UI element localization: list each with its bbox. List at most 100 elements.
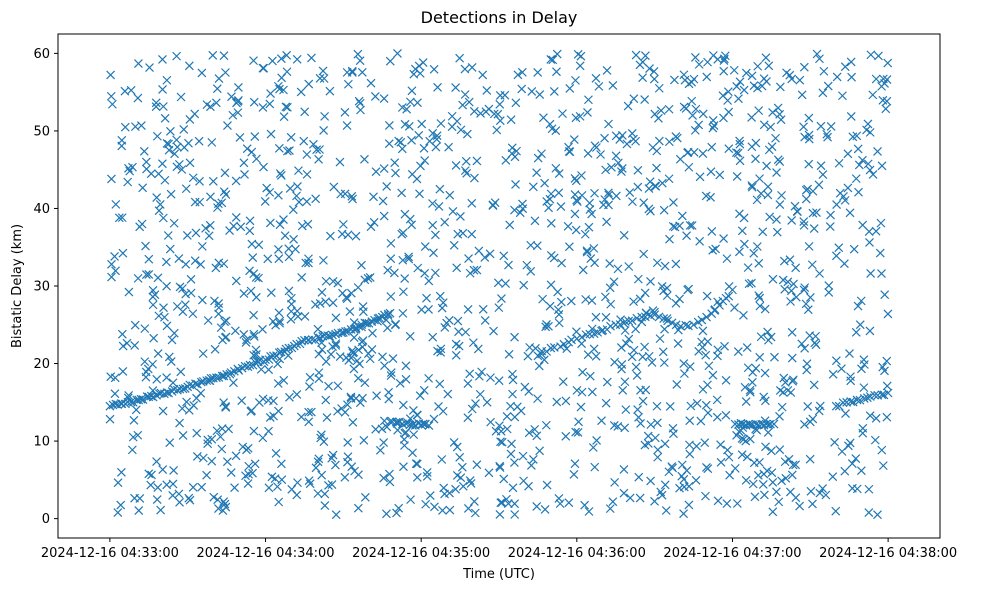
clutter-point <box>329 182 339 192</box>
clutter-point <box>495 99 505 109</box>
clutter-point <box>846 57 856 67</box>
y-axis-label: Bistatic Delay (km) <box>10 224 25 348</box>
clutter-point <box>265 218 275 228</box>
clutter-point <box>878 461 888 471</box>
clutter-point <box>116 467 126 477</box>
clutter-point <box>456 125 466 135</box>
clutter-point <box>320 489 330 499</box>
clutter-point <box>611 151 621 161</box>
clutter-point <box>533 394 543 404</box>
clutter-point <box>635 294 645 304</box>
clutter-point <box>620 423 630 433</box>
x-tick-label: 2024-12-16 04:33:00 <box>41 546 179 561</box>
clutter-point <box>636 419 645 428</box>
clutter-point <box>412 459 422 469</box>
clutter-point <box>502 424 512 434</box>
clutter-point <box>821 490 831 500</box>
clutter-point <box>648 306 658 315</box>
clutter-point <box>406 495 416 505</box>
clutter-point <box>380 361 389 371</box>
clutter-point <box>472 156 482 166</box>
clutter-point <box>357 337 367 347</box>
clutter-point <box>383 309 393 319</box>
clutter-point <box>815 401 825 411</box>
clutter-point <box>605 259 615 268</box>
clutter-point <box>438 506 447 515</box>
clutter-point <box>771 487 781 497</box>
track-point <box>546 343 556 353</box>
clutter-point <box>781 473 791 483</box>
clutter-point <box>754 258 764 268</box>
clutter-point <box>123 177 133 187</box>
clutter-point <box>324 381 333 391</box>
clutter-point <box>254 273 263 283</box>
clutter-point <box>417 119 427 129</box>
clutter-point <box>600 195 610 204</box>
clutter-point <box>561 431 571 441</box>
clutter-point <box>591 351 601 361</box>
clutter-point <box>203 316 213 325</box>
chart-title: Detections in Delay <box>421 8 578 27</box>
clutter-point <box>554 169 564 178</box>
clutter-point <box>535 446 545 456</box>
clutter-point <box>646 206 655 216</box>
clutter-point <box>790 201 800 211</box>
clutter-point <box>845 349 854 358</box>
clutter-point <box>158 406 168 416</box>
clutter-point <box>292 389 302 399</box>
clutter-point <box>425 491 435 500</box>
clutter-point <box>621 339 631 348</box>
clutter-point <box>703 408 713 418</box>
clutter-point <box>682 466 692 476</box>
clutter-point <box>264 483 274 493</box>
clutter-point <box>643 431 653 441</box>
clutter-point <box>747 278 756 288</box>
clutter-point <box>164 139 174 149</box>
clutter-point <box>544 321 553 331</box>
clutter-point <box>863 119 873 129</box>
clutter-point <box>274 308 284 318</box>
clutter-point <box>542 480 552 490</box>
clutter-point <box>273 190 283 200</box>
clutter-point <box>755 301 765 311</box>
clutter-point <box>464 254 473 264</box>
clutter-point <box>623 101 633 111</box>
clutter-point <box>815 269 824 278</box>
clutter-point <box>300 311 310 321</box>
clutter-point <box>399 462 408 472</box>
clutter-point <box>760 396 770 406</box>
clutter-point <box>314 154 324 164</box>
clutter-point <box>430 230 440 240</box>
clutter-point <box>309 139 318 149</box>
clutter-point <box>466 478 476 488</box>
clutter-point <box>118 367 128 376</box>
clutter-point <box>777 402 787 412</box>
clutter-point <box>780 284 790 294</box>
clutter-point <box>415 189 424 199</box>
track-point <box>172 385 182 395</box>
clutter-point <box>420 419 430 429</box>
clutter-point <box>379 416 389 426</box>
clutter-point <box>546 280 556 290</box>
clutter-point <box>140 357 150 367</box>
clutter-point <box>745 385 755 395</box>
clutter-point <box>177 404 187 413</box>
clutter-point <box>839 259 849 269</box>
clutter-point <box>354 96 364 106</box>
clutter-point <box>159 303 168 313</box>
clutter-point <box>539 355 549 365</box>
clutter-point <box>552 67 561 77</box>
clutter-point <box>252 350 261 359</box>
clutter-point <box>284 252 294 262</box>
clutter-point <box>870 435 880 445</box>
clutter-point <box>321 297 330 307</box>
track-point <box>870 390 879 400</box>
clutter-point <box>172 135 182 145</box>
clutter-point <box>673 339 683 348</box>
clutter-point <box>449 240 459 250</box>
clutter-point <box>608 81 618 90</box>
clutter-point <box>286 132 296 142</box>
clutter-point <box>236 222 246 232</box>
clutter-point <box>188 482 198 492</box>
clutter-point <box>207 456 217 466</box>
